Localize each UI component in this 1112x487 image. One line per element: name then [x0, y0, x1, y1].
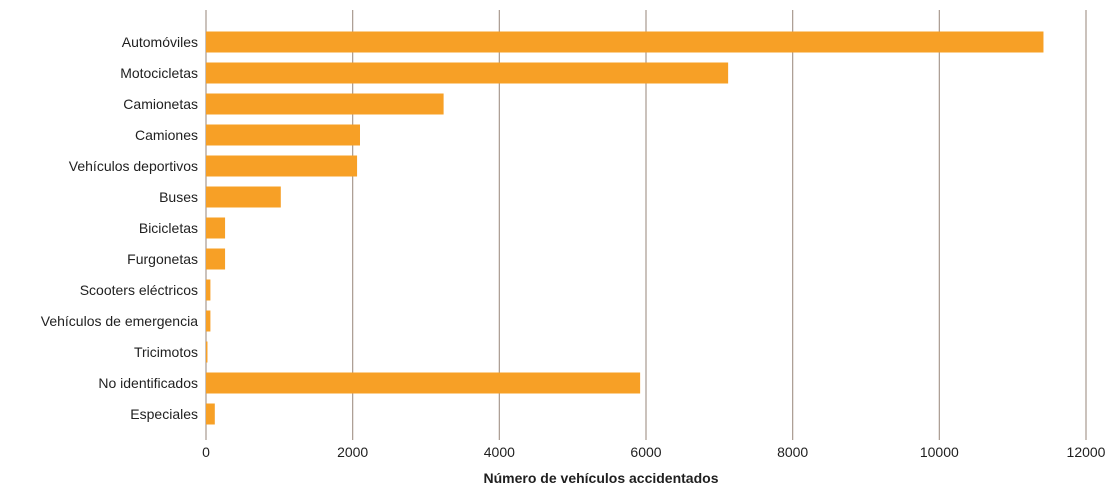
category-label: Vehículos de emergencia	[41, 313, 198, 329]
bar	[206, 93, 444, 115]
category-label: Motocicletas	[120, 65, 198, 81]
category-label: No identificados	[98, 375, 198, 391]
bar	[206, 31, 1044, 53]
bar	[206, 403, 215, 425]
bar	[206, 248, 226, 270]
category-label: Furgonetas	[127, 251, 198, 267]
x-tick-label: 12000	[1067, 444, 1106, 460]
category-label: Camionetas	[123, 96, 198, 112]
x-tick-label: 0	[202, 444, 210, 460]
x-axis-title: Número de vehículos accidentados	[484, 470, 719, 486]
category-labels: Automóviles Motocicletas Camionetas Camione…	[41, 34, 198, 422]
category-label: Bicicletas	[139, 220, 198, 236]
bar	[206, 372, 641, 394]
category-label: Automóviles	[122, 34, 198, 50]
x-tick-label: 4000	[484, 444, 515, 460]
bar	[206, 341, 208, 363]
bar	[206, 186, 281, 208]
category-label: Camiones	[135, 127, 198, 143]
bar	[206, 217, 226, 239]
category-label: Vehículos deportivos	[69, 158, 198, 174]
category-label: Especiales	[130, 406, 198, 422]
bar	[206, 279, 211, 301]
bar	[206, 124, 360, 146]
bar	[206, 155, 358, 177]
category-label: Scooters eléctricos	[80, 282, 198, 298]
category-label: Buses	[159, 189, 198, 205]
bar	[206, 310, 211, 332]
x-tick-label: 8000	[777, 444, 808, 460]
category-label: Tricimotos	[134, 344, 198, 360]
x-tick-labels: 0 2000 4000 6000 8000 10000 12000	[202, 444, 1106, 460]
bar	[206, 62, 729, 84]
x-tick-label: 2000	[337, 444, 368, 460]
bars	[206, 31, 1044, 425]
x-tick-label: 6000	[630, 444, 661, 460]
x-tick-label: 10000	[920, 444, 959, 460]
